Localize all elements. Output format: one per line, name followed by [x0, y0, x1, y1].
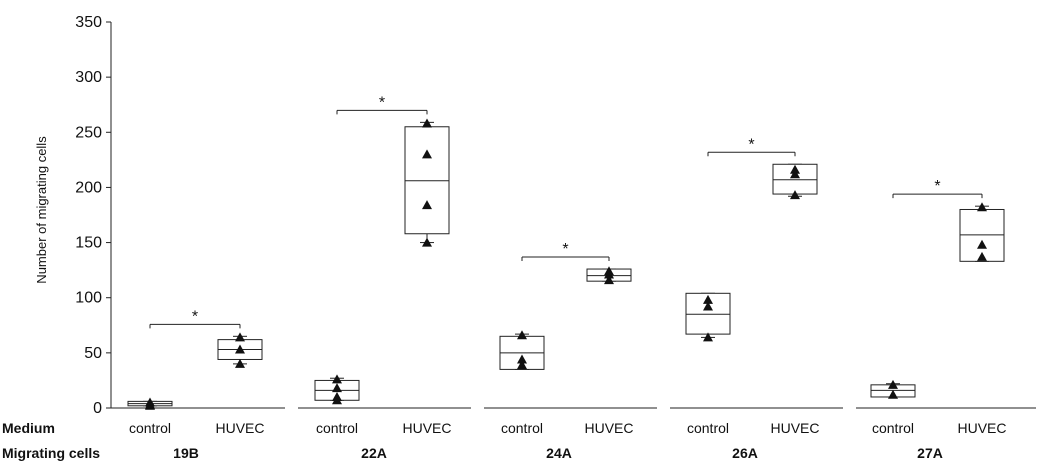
significance-star: *	[192, 308, 198, 325]
medium-label-control: control	[872, 420, 914, 436]
data-point	[604, 275, 614, 285]
data-point	[790, 164, 800, 174]
medium-label-control: control	[687, 420, 729, 436]
migrating-cells-row-label: Migrating cells	[2, 445, 100, 461]
data-point	[422, 237, 432, 247]
y-tick-label: 250	[75, 124, 102, 141]
data-point	[977, 239, 987, 249]
y-axis-label: Number of migrating cells	[34, 136, 49, 284]
medium-label-huvec: HUVEC	[215, 420, 264, 436]
box	[404, 126, 450, 235]
data-point	[332, 391, 342, 401]
significance-star: *	[748, 136, 754, 153]
medium-row-label: Medium	[2, 420, 55, 436]
significance-star: *	[379, 94, 385, 111]
data-point	[703, 294, 713, 304]
y-tick-label: 200	[75, 179, 102, 196]
data-point	[517, 354, 527, 364]
data-point	[145, 397, 155, 407]
medium-label-huvec: HUVEC	[770, 420, 819, 436]
medium-label-huvec: HUVEC	[957, 420, 1006, 436]
data-point	[422, 118, 432, 128]
group-label-24A: 24A	[546, 445, 572, 461]
medium-label-control: control	[501, 420, 543, 436]
medium-label-huvec: HUVEC	[584, 420, 633, 436]
data-point	[703, 332, 713, 342]
medium-label-huvec: HUVEC	[402, 420, 451, 436]
significance-star: *	[934, 178, 940, 195]
data-point	[977, 251, 987, 261]
group-label-22A: 22A	[361, 445, 387, 461]
data-point	[235, 332, 245, 342]
y-tick-label: 300	[75, 69, 102, 86]
data-point	[422, 200, 432, 210]
data-point	[517, 359, 527, 369]
data-point	[235, 358, 245, 368]
group-label-26A: 26A	[732, 445, 758, 461]
medium-label-control: control	[129, 420, 171, 436]
data-point	[517, 330, 527, 340]
y-tick-label: 50	[84, 345, 102, 362]
group-label-27A: 27A	[917, 445, 943, 461]
data-point	[235, 344, 245, 354]
data-point	[422, 149, 432, 159]
y-tick-label: 0	[93, 400, 102, 417]
data-point	[332, 374, 342, 384]
data-point	[977, 202, 987, 212]
medium-label-control: control	[316, 420, 358, 436]
group-label-19B: 19B	[173, 445, 199, 461]
data-point	[888, 379, 898, 389]
data-point	[888, 389, 898, 399]
data-point	[790, 190, 800, 200]
y-tick-label: 150	[75, 235, 102, 252]
data-point	[332, 383, 342, 393]
data-point	[703, 301, 713, 311]
significance-star: *	[562, 241, 568, 258]
y-tick-label: 100	[75, 290, 102, 307]
y-tick-label: 350	[75, 14, 102, 31]
data-point	[604, 266, 614, 276]
